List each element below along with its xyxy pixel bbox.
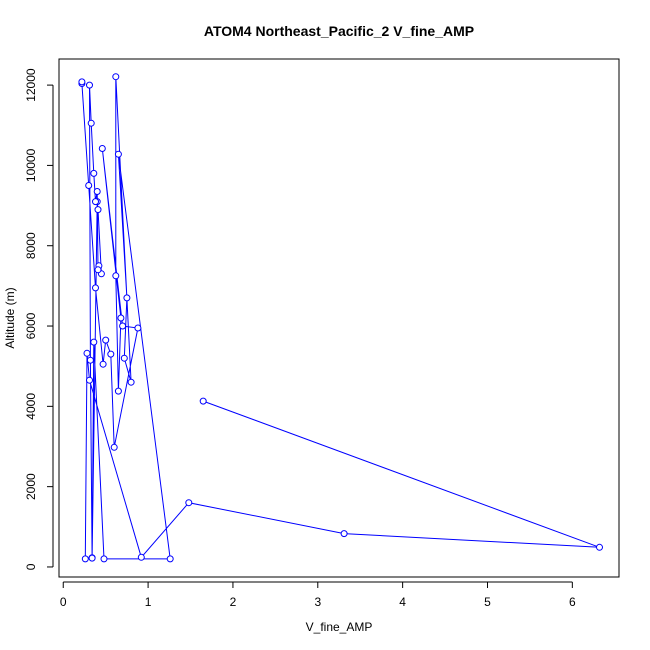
data-point <box>92 198 99 206</box>
data-point <box>185 499 193 507</box>
x-tick-label: 1 <box>145 595 152 609</box>
data-point <box>99 360 107 368</box>
data-series <box>78 73 603 563</box>
y-tick-label: 0 <box>24 563 38 570</box>
data-point <box>127 378 135 386</box>
y-tick-label: 2000 <box>24 473 38 500</box>
chart-title: ATOM4 Northeast_Pacific_2 V_fine_AMP <box>204 23 474 39</box>
data-point <box>340 530 348 538</box>
data-point <box>102 336 110 344</box>
data-point <box>98 145 106 152</box>
data-point <box>107 350 115 358</box>
x-tick-label: 6 <box>569 595 576 609</box>
data-point <box>90 338 98 346</box>
y-axis: 0 2000 4000 6000 8000 10000 12000 <box>24 68 54 570</box>
data-point <box>86 81 93 89</box>
data-point <box>117 314 125 322</box>
data-point <box>112 73 120 81</box>
data-point <box>123 294 131 302</box>
series-line <box>81 76 600 560</box>
data-point <box>88 554 96 562</box>
x-tick-label: 3 <box>314 595 321 609</box>
data-point <box>120 354 128 362</box>
data-point <box>78 78 86 86</box>
y-tick-label: 4000 <box>24 393 38 420</box>
data-point <box>114 387 122 395</box>
y-tick-label: 10000 <box>24 148 38 182</box>
data-point <box>86 356 94 364</box>
data-point <box>94 266 102 274</box>
data-point <box>596 543 603 551</box>
x-tick-label: 0 <box>60 595 67 609</box>
data-point <box>137 553 145 561</box>
x-axis: 0 1 2 3 4 5 6 <box>60 581 576 609</box>
data-point <box>134 324 142 332</box>
data-point <box>92 284 99 292</box>
data-point <box>100 555 108 563</box>
data-point <box>119 322 127 330</box>
x-tick-label: 2 <box>230 595 237 609</box>
data-point <box>85 182 93 189</box>
y-tick-label: 6000 <box>24 312 38 339</box>
plot-frame <box>58 58 620 578</box>
y-tick-label: 12000 <box>24 68 38 102</box>
data-point <box>90 169 98 177</box>
x-axis-label: V_fine_AMP <box>306 620 373 634</box>
y-tick-label: 8000 <box>24 232 38 259</box>
data-point <box>199 397 207 405</box>
data-point <box>110 443 118 451</box>
data-point <box>81 555 89 563</box>
data-point <box>114 150 122 158</box>
x-tick-label: 5 <box>484 595 491 609</box>
data-point <box>94 206 102 214</box>
data-point <box>83 349 91 357</box>
x-tick-label: 4 <box>399 595 406 609</box>
data-point <box>87 119 95 127</box>
y-axis-label: Altitude (m) <box>3 287 17 348</box>
data-point <box>86 376 93 384</box>
data-point <box>112 272 120 280</box>
data-point <box>93 188 101 195</box>
data-point <box>166 555 174 563</box>
